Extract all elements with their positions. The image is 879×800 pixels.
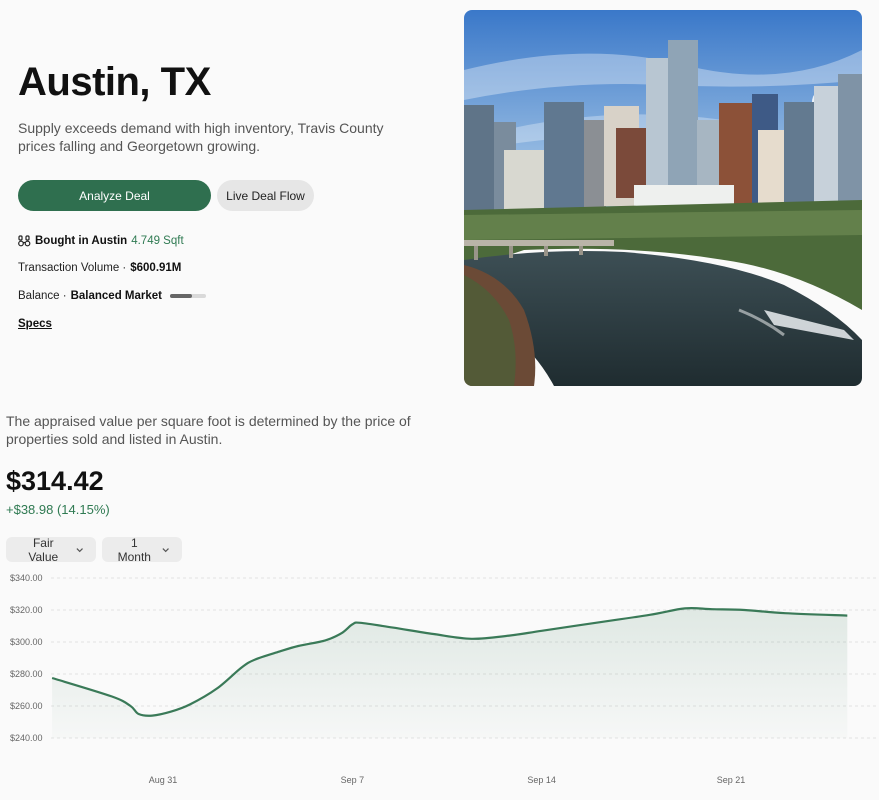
live-deal-flow-button[interactable]: Live Deal Flow bbox=[217, 180, 314, 211]
volume-value: $600.91M bbox=[130, 262, 182, 274]
x-tick-label: Sep 21 bbox=[717, 775, 746, 785]
balance-label: Balance · bbox=[18, 290, 67, 302]
metric-dropdown[interactable]: Fair Value bbox=[6, 535, 96, 564]
bought-label: Bought in Austin bbox=[35, 235, 128, 247]
y-tick-label: $300.00 bbox=[10, 637, 43, 647]
metric-dropdown-label: Fair Value bbox=[28, 535, 59, 564]
price-per-sqft: $314.42 bbox=[6, 466, 104, 496]
x-tick-label: Sep 7 bbox=[341, 775, 365, 785]
chart-area-fill bbox=[52, 608, 848, 738]
bought-stat: Bought in Austin 4.749 Sqft bbox=[18, 235, 184, 247]
period-dropdown-label: 1 Month bbox=[117, 535, 151, 564]
chevron-down-icon bbox=[76, 547, 83, 552]
balance-meter bbox=[170, 294, 206, 298]
y-tick-label: $260.00 bbox=[10, 701, 43, 711]
y-tick-label: $340.00 bbox=[10, 573, 43, 583]
bought-value: 4.749 Sqft bbox=[131, 235, 184, 247]
city-skyline-image bbox=[464, 10, 862, 386]
x-tick-label: Aug 31 bbox=[149, 775, 178, 785]
period-dropdown[interactable]: 1 Month bbox=[102, 535, 182, 564]
y-tick-label: $280.00 bbox=[10, 669, 43, 679]
price-change: +$38.98 (14.15%) bbox=[6, 502, 110, 517]
chevron-down-icon bbox=[162, 547, 169, 552]
volume-label: Transaction Volume · bbox=[18, 262, 127, 274]
y-tick-label: $240.00 bbox=[10, 733, 43, 743]
market-summary: Supply exceeds demand with high inventor… bbox=[18, 120, 384, 154]
specs-link[interactable]: Specs bbox=[18, 318, 52, 330]
fair-value-chart: $340.00 $320.00 $300.00 $280.00 $260.00 $240.… bbox=[10, 573, 879, 785]
balance-stat: Balance · Balanced Market bbox=[18, 290, 206, 302]
balance-meter-fill bbox=[170, 294, 192, 298]
analyze-deal-button[interactable]: Analyze Deal bbox=[18, 180, 211, 211]
volume-stat: Transaction Volume · $600.91M bbox=[18, 262, 181, 274]
y-tick-label: $320.00 bbox=[10, 605, 43, 615]
balance-value: Balanced Market bbox=[70, 290, 162, 302]
valuation-description: The appraised value per square foot is d… bbox=[6, 413, 411, 447]
x-tick-label: Sep 14 bbox=[527, 775, 556, 785]
chart-series-line bbox=[51, 606, 848, 717]
binoculars-icon bbox=[18, 235, 31, 247]
page-title: Austin, TX bbox=[18, 60, 211, 104]
